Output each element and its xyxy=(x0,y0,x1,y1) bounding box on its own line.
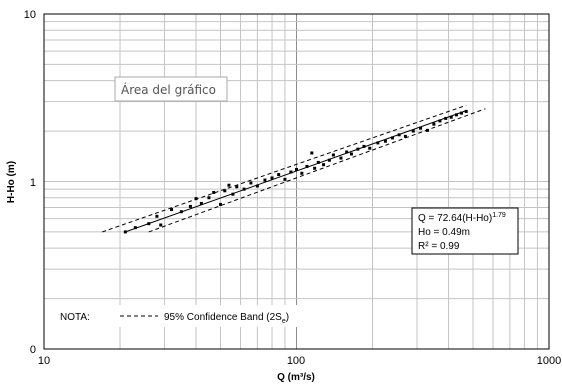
data-point xyxy=(425,128,429,132)
y-axis-title: H-Ho (m) xyxy=(6,161,17,203)
data-point xyxy=(397,133,401,137)
data-point xyxy=(270,176,274,180)
data-point xyxy=(376,141,380,145)
data-point xyxy=(170,208,174,212)
data-point xyxy=(432,122,436,126)
data-point xyxy=(362,144,366,148)
data-point xyxy=(368,146,372,150)
grid-lines xyxy=(44,14,549,349)
data-point xyxy=(179,210,183,214)
note-label: NOTA: xyxy=(60,312,90,323)
data-point xyxy=(249,181,253,185)
data-point xyxy=(383,139,387,143)
data-point xyxy=(199,201,203,205)
data-point xyxy=(263,178,267,182)
x-tick-label-100: 100 xyxy=(287,355,305,367)
plot-area-frame xyxy=(43,13,550,350)
equation-line-3: R² = 0.99 xyxy=(418,241,460,252)
y-tick-label-0: 0 xyxy=(30,344,36,356)
data-point xyxy=(242,187,246,191)
data-point xyxy=(155,214,159,218)
lower-confidence-line xyxy=(148,108,486,233)
equation-box: Q = 72.64(H-Ho)1.79 Ho = 0.49m R² = 0.99 xyxy=(411,207,519,255)
data-point xyxy=(133,226,137,230)
data-point xyxy=(218,202,222,206)
data-point xyxy=(147,222,151,226)
data-point xyxy=(227,183,231,187)
data-point xyxy=(411,129,415,133)
confidence-band-note: NOTA: 95% Confidence Band (2Se) xyxy=(52,305,358,327)
data-point xyxy=(349,152,353,156)
data-point xyxy=(454,113,458,117)
data-point xyxy=(322,163,326,167)
data-point xyxy=(345,150,349,154)
data-point xyxy=(277,173,281,177)
data-point xyxy=(194,197,198,201)
x-tick-label-10: 10 xyxy=(38,355,50,367)
tooltip-text: Área del gráfico xyxy=(121,82,216,97)
data-point xyxy=(438,119,442,123)
data-point xyxy=(305,164,309,168)
data-point xyxy=(327,158,331,162)
data-point xyxy=(313,166,317,170)
data-point xyxy=(212,190,216,194)
data-point xyxy=(231,192,235,196)
x-tick-label-1000: 1000 xyxy=(537,355,561,367)
data-point xyxy=(295,167,298,171)
data-point xyxy=(331,153,335,157)
data-point xyxy=(339,156,343,160)
data-point xyxy=(283,177,287,181)
data-point xyxy=(403,134,407,138)
note-text: 95% Confidence Band (2Se) xyxy=(164,312,289,325)
data-point xyxy=(459,111,463,115)
data-point xyxy=(289,170,293,174)
upper-confidence-line xyxy=(102,104,467,233)
data-point xyxy=(207,196,211,200)
chart-area-tooltip: Área del gráfico xyxy=(114,76,228,102)
data-point xyxy=(449,115,453,119)
data-point xyxy=(356,147,360,151)
data-point xyxy=(419,126,423,130)
confidence-band-group xyxy=(102,104,486,233)
data-point xyxy=(188,204,192,208)
y-tick-label-1: 1 xyxy=(30,177,36,189)
equation-line-1: Q = 72.64(H-Ho)1.79 xyxy=(418,212,506,224)
data-points xyxy=(123,109,468,234)
data-point xyxy=(223,189,227,193)
data-point xyxy=(255,184,259,188)
data-point xyxy=(300,171,304,175)
data-point xyxy=(310,151,314,155)
y-tick-label-10: 10 xyxy=(24,9,36,21)
data-point xyxy=(316,160,320,164)
x-axis-title: Q (m³/s) xyxy=(277,372,315,383)
equation-line-2: Ho = 0.49m xyxy=(418,227,470,238)
data-point xyxy=(444,116,448,120)
data-point xyxy=(159,223,163,227)
data-point xyxy=(123,230,127,234)
data-point xyxy=(391,136,395,140)
data-point xyxy=(464,109,468,113)
data-point xyxy=(235,185,239,189)
